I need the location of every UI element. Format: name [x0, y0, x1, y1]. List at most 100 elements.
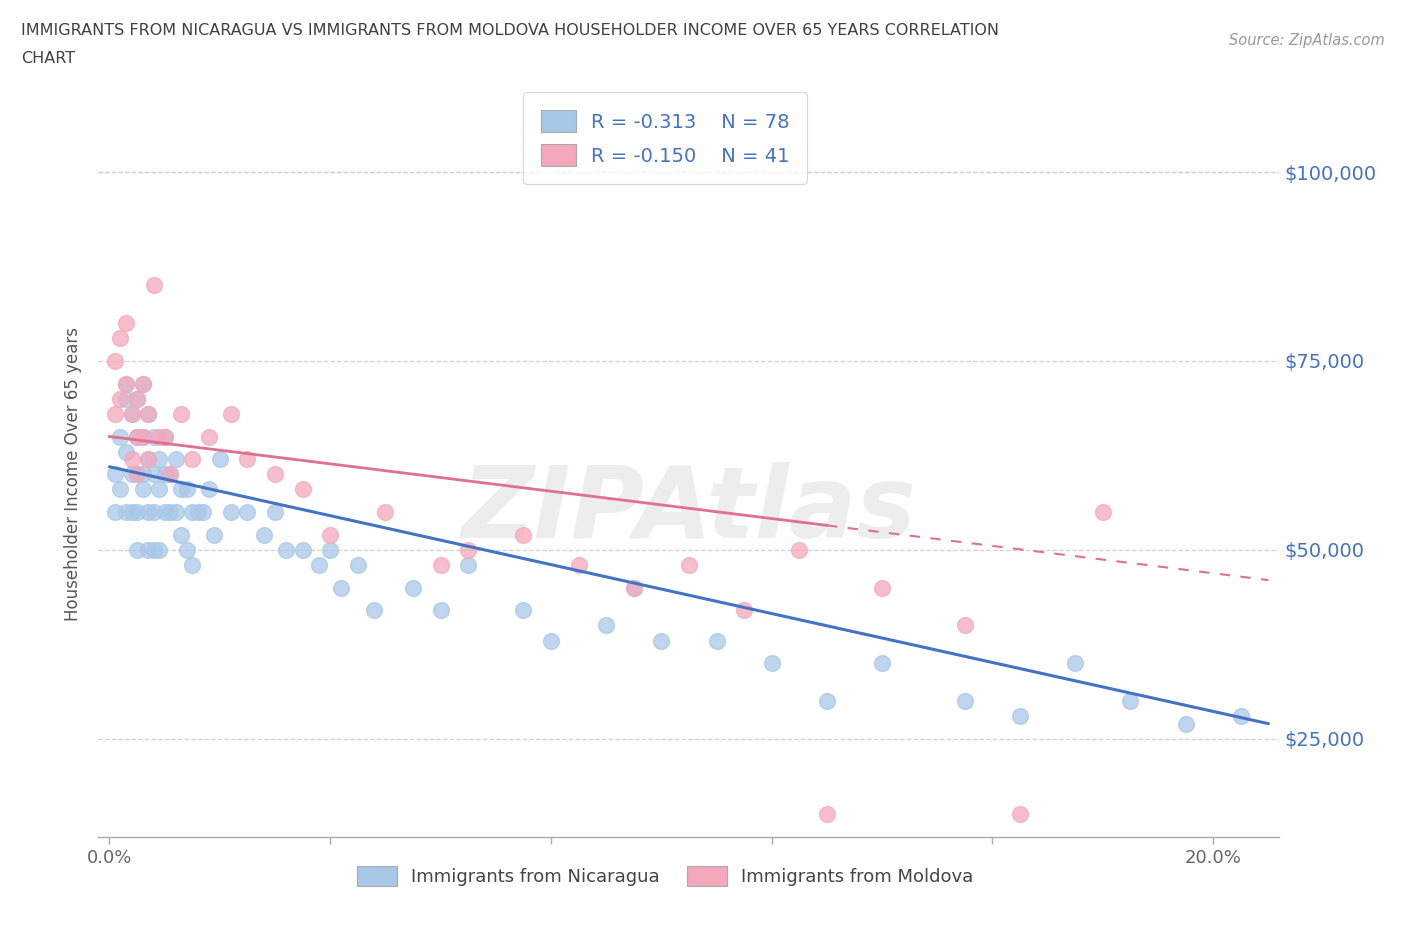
- Text: CHART: CHART: [21, 51, 75, 66]
- Point: [121, 406, 143, 421]
- Point: [110, 429, 132, 444]
- Point: [148, 429, 170, 444]
- Point: [142, 542, 165, 557]
- Point: [1174, 716, 1197, 731]
- Point: [142, 467, 165, 482]
- Point: [623, 580, 645, 595]
- Point: [115, 505, 138, 520]
- Point: [115, 377, 138, 392]
- Point: [512, 603, 534, 618]
- Point: [125, 467, 148, 482]
- Point: [104, 406, 127, 421]
- Point: [170, 406, 193, 421]
- Point: [131, 467, 153, 482]
- Point: [170, 482, 193, 497]
- Point: [142, 278, 165, 293]
- Point: [363, 603, 385, 618]
- Point: [319, 527, 342, 542]
- Point: [733, 603, 755, 618]
- Point: [153, 429, 176, 444]
- Point: [374, 505, 396, 520]
- Point: [153, 467, 176, 482]
- Point: [125, 429, 148, 444]
- Point: [121, 452, 143, 467]
- Point: [567, 558, 589, 573]
- Point: [236, 505, 259, 520]
- Point: [136, 452, 159, 467]
- Point: [142, 429, 165, 444]
- Point: [148, 482, 170, 497]
- Point: [125, 392, 148, 406]
- Point: [789, 542, 811, 557]
- Point: [264, 467, 287, 482]
- Text: Source: ZipAtlas.com: Source: ZipAtlas.com: [1229, 33, 1385, 47]
- Point: [159, 467, 181, 482]
- Point: [953, 618, 976, 633]
- Point: [457, 558, 479, 573]
- Point: [1010, 807, 1032, 822]
- Point: [153, 505, 176, 520]
- Text: IMMIGRANTS FROM NICARAGUA VS IMMIGRANTS FROM MOLDOVA HOUSEHOLDER INCOME OVER 65 : IMMIGRANTS FROM NICARAGUA VS IMMIGRANTS …: [21, 23, 1000, 38]
- Point: [115, 392, 138, 406]
- Point: [110, 392, 132, 406]
- Point: [176, 542, 198, 557]
- Point: [115, 316, 138, 331]
- Point: [110, 482, 132, 497]
- Point: [650, 633, 672, 648]
- Point: [219, 505, 242, 520]
- Point: [110, 331, 132, 346]
- Point: [1010, 709, 1032, 724]
- Point: [198, 429, 221, 444]
- Point: [131, 482, 153, 497]
- Point: [1230, 709, 1253, 724]
- Point: [148, 542, 170, 557]
- Point: [595, 618, 617, 633]
- Point: [761, 656, 783, 671]
- Point: [815, 694, 838, 709]
- Point: [170, 527, 193, 542]
- Point: [136, 406, 159, 421]
- Text: ZIPAtlas: ZIPAtlas: [461, 462, 917, 559]
- Point: [125, 542, 148, 557]
- Point: [953, 694, 976, 709]
- Point: [121, 467, 143, 482]
- Point: [429, 603, 451, 618]
- Point: [1064, 656, 1087, 671]
- Point: [1119, 694, 1142, 709]
- Point: [131, 429, 153, 444]
- Y-axis label: Householder Income Over 65 years: Householder Income Over 65 years: [65, 327, 83, 621]
- Point: [136, 406, 159, 421]
- Point: [165, 452, 187, 467]
- Point: [153, 429, 176, 444]
- Point: [136, 542, 159, 557]
- Point: [121, 406, 143, 421]
- Point: [291, 482, 314, 497]
- Point: [165, 505, 187, 520]
- Point: [402, 580, 425, 595]
- Point: [121, 505, 143, 520]
- Point: [870, 656, 893, 671]
- Point: [131, 377, 153, 392]
- Point: [176, 482, 198, 497]
- Point: [193, 505, 215, 520]
- Point: [208, 452, 231, 467]
- Point: [706, 633, 728, 648]
- Point: [136, 452, 159, 467]
- Point: [198, 482, 221, 497]
- Point: [104, 353, 127, 368]
- Point: [142, 505, 165, 520]
- Point: [202, 527, 225, 542]
- Point: [330, 580, 353, 595]
- Point: [115, 445, 138, 459]
- Point: [125, 392, 148, 406]
- Legend: Immigrants from Nicaragua, Immigrants from Moldova: Immigrants from Nicaragua, Immigrants fr…: [350, 859, 981, 893]
- Point: [429, 558, 451, 573]
- Point: [512, 527, 534, 542]
- Point: [319, 542, 342, 557]
- Point: [181, 505, 204, 520]
- Point: [291, 542, 314, 557]
- Point: [136, 505, 159, 520]
- Point: [264, 505, 287, 520]
- Point: [159, 505, 181, 520]
- Point: [219, 406, 242, 421]
